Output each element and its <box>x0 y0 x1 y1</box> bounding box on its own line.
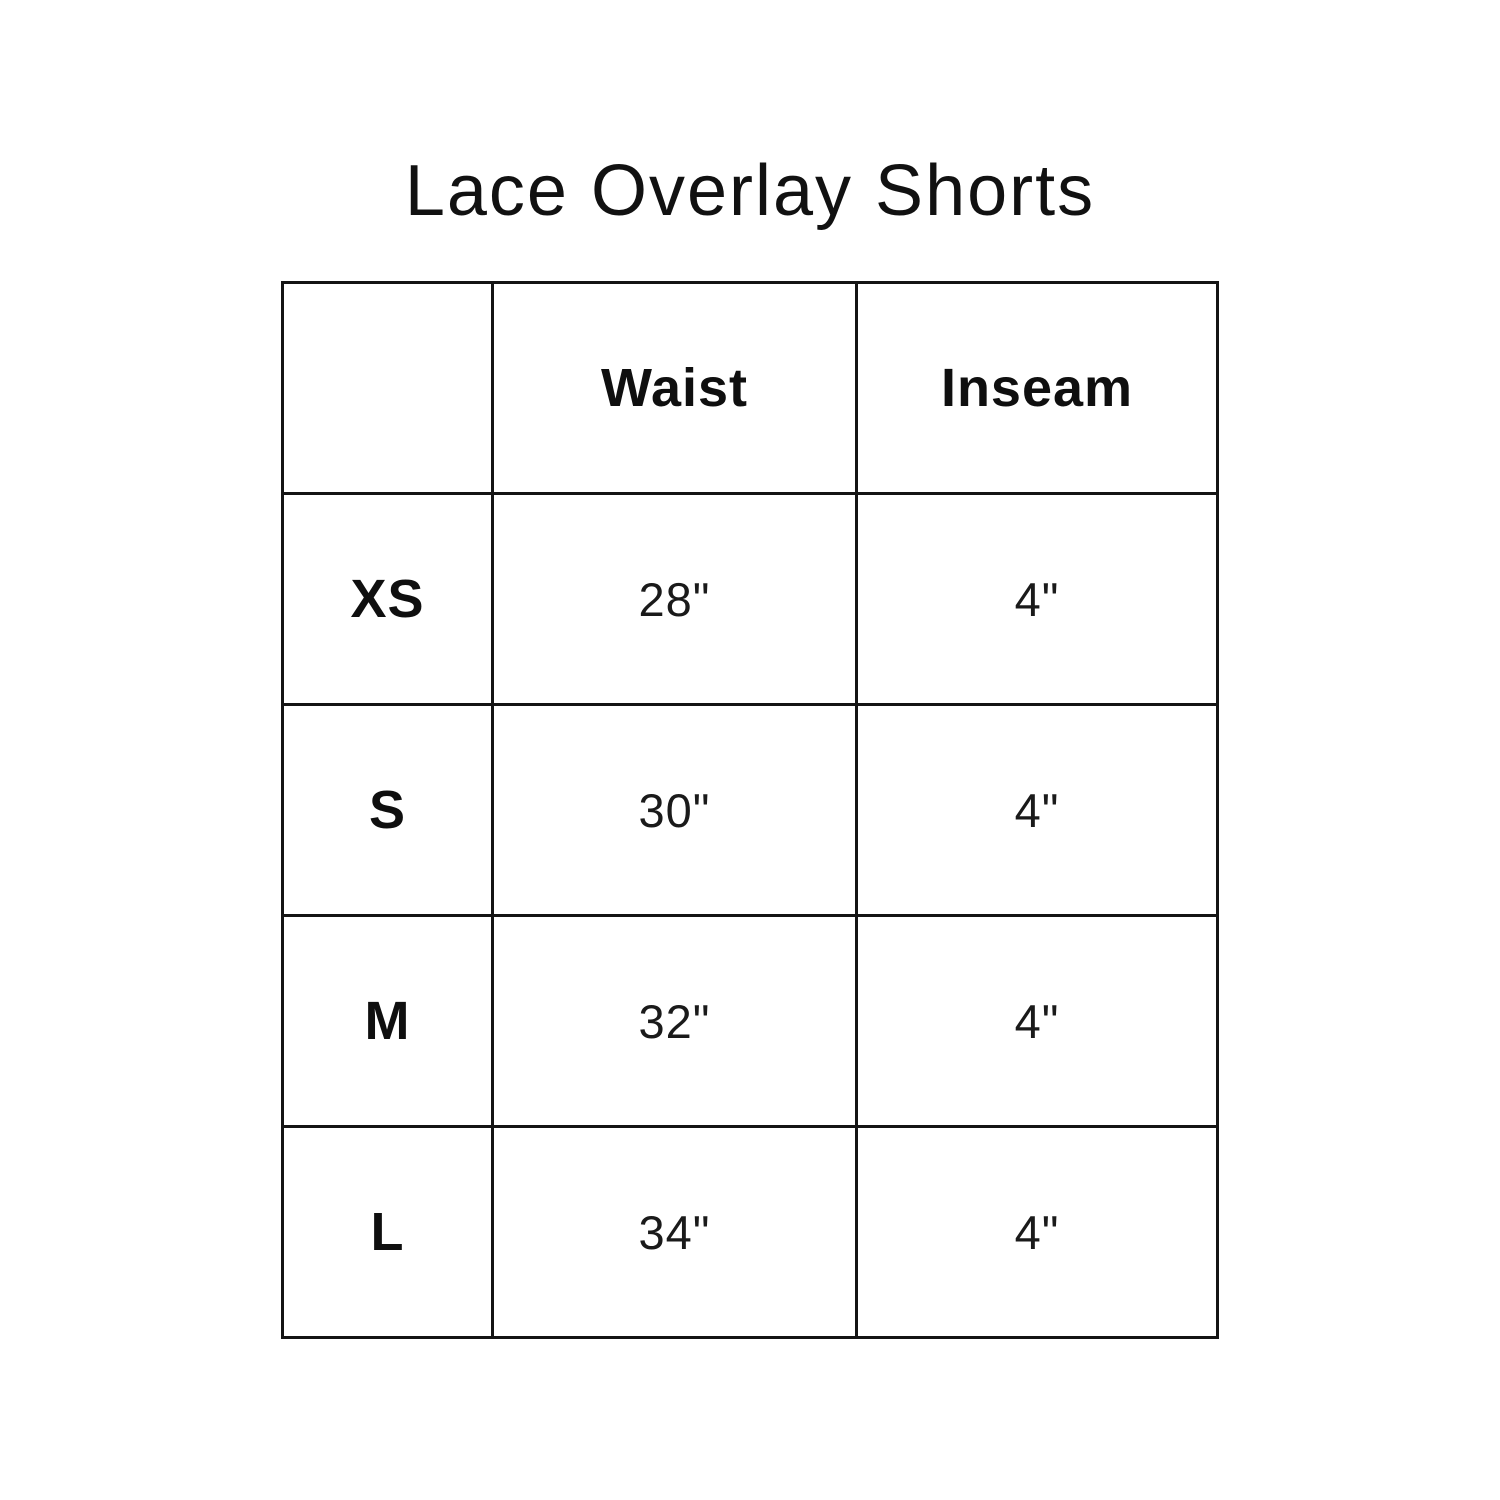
inseam-column-header: Inseam <box>855 281 1219 496</box>
inseam-value-l: 4" <box>855 1125 1219 1340</box>
table-header-row: Waist Inseam <box>281 281 1219 496</box>
table-row-xs: XS 28" 4" <box>281 492 1219 707</box>
corner-header-cell <box>281 281 494 496</box>
size-label-xs: XS <box>281 492 494 707</box>
page-title: Lace Overlay Shorts <box>404 151 1096 231</box>
inseam-value-xs: 4" <box>855 492 1219 707</box>
waist-value-xs: 28" <box>491 492 858 707</box>
table-row-l: L 34" 4" <box>281 1125 1219 1340</box>
waist-value-l: 34" <box>491 1125 858 1340</box>
waist-value-m: 32" <box>491 914 858 1129</box>
size-label-l: L <box>281 1125 494 1340</box>
waist-value-s: 30" <box>491 703 858 918</box>
table-row-m: M 32" 4" <box>281 914 1219 1129</box>
size-label-m: M <box>281 914 494 1129</box>
table-row-s: S 30" 4" <box>281 703 1219 918</box>
inseam-value-m: 4" <box>855 914 1219 1129</box>
size-label-s: S <box>281 703 494 918</box>
inseam-value-s: 4" <box>855 703 1219 918</box>
size-chart-table: Waist Inseam XS 28" 4" S 30" 4" M 32" 4"… <box>281 281 1219 1340</box>
waist-column-header: Waist <box>491 281 858 496</box>
